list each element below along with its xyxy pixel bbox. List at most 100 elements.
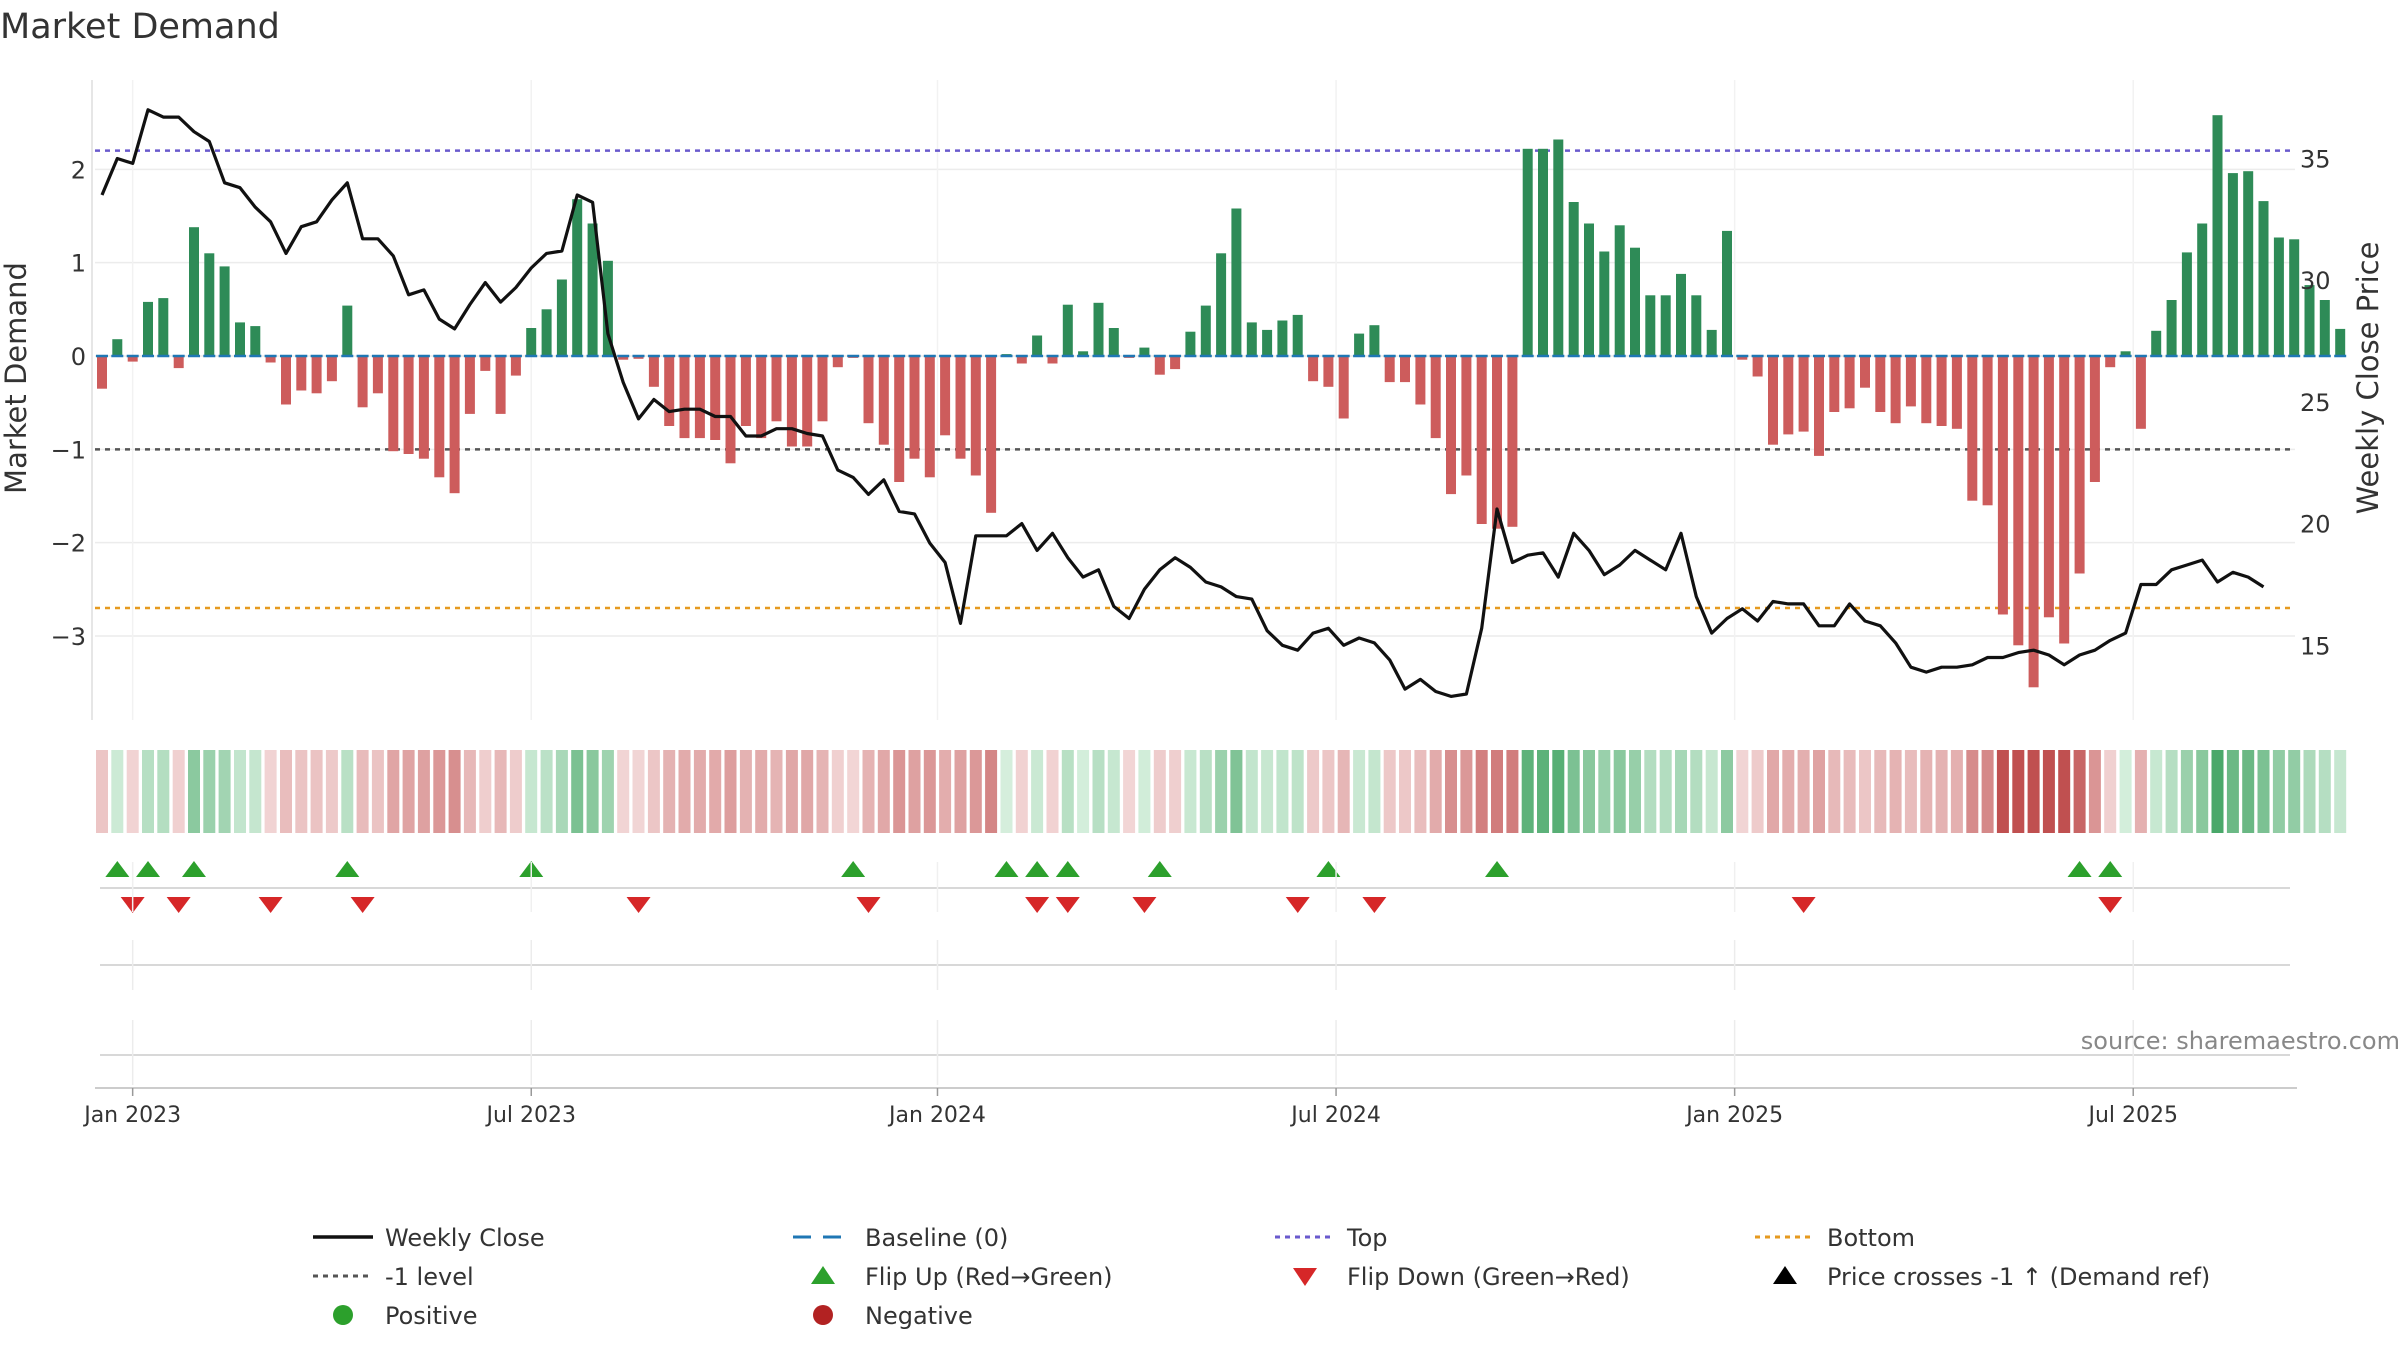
heat-cell — [831, 750, 844, 833]
demand-bar — [2105, 356, 2116, 368]
demand-bar — [2243, 171, 2254, 356]
heat-cell — [1123, 750, 1136, 833]
demand-bar — [97, 356, 107, 389]
heat-cell — [341, 750, 354, 833]
legend-swatch — [1293, 1268, 1317, 1286]
demand-bar — [725, 356, 736, 464]
y-left-tick-label: −3 — [51, 623, 86, 651]
heat-cell — [371, 750, 384, 833]
legend-label: Price crosses -1 ↑ (Demand ref) — [1827, 1263, 2210, 1291]
x-tick-label: Jul 2024 — [1289, 1103, 1381, 1128]
y-right-tick-label: 25 — [2300, 389, 2331, 417]
flip-down-marker — [1025, 897, 1050, 913]
heat-cell — [1015, 750, 1028, 833]
heat-cell — [540, 750, 553, 833]
flip-up-marker — [181, 861, 206, 877]
heat-cell — [1184, 750, 1197, 833]
reference-lines — [95, 149, 2295, 610]
demand-bar — [2043, 356, 2054, 618]
heat-cell — [1904, 750, 1917, 833]
heat-cell — [1230, 750, 1243, 833]
demand-bar — [296, 356, 307, 391]
heat-cell — [647, 750, 660, 833]
demand-bar — [372, 356, 383, 394]
legend-item-baseline: Baseline (0) — [793, 1224, 1008, 1252]
lower-panels — [100, 940, 2290, 1085]
demand-bar — [1430, 356, 1441, 439]
heat-cell — [985, 750, 998, 833]
demand-bar — [1292, 314, 1303, 356]
demand-bar — [526, 328, 537, 356]
flip-down-marker — [1285, 897, 1310, 913]
heat-cell — [1996, 750, 2009, 833]
heat-cell — [1966, 750, 1979, 833]
heat-cell — [96, 750, 108, 833]
heat-cell — [1981, 750, 1994, 833]
flip-up-marker — [841, 861, 866, 877]
demand-bar — [1982, 356, 1993, 506]
demand-bar — [1798, 356, 1809, 432]
heat-cell — [1782, 750, 1795, 833]
flip-down-marker — [856, 897, 881, 913]
demand-bar — [1967, 356, 1978, 501]
demand-heat-strip — [96, 750, 2347, 833]
flip-down-marker — [350, 897, 375, 913]
heat-cell — [663, 750, 676, 833]
heat-cell — [2211, 750, 2224, 833]
source-note: source: sharemaestro.com — [2081, 1027, 2400, 1055]
heat-cell — [2042, 750, 2055, 833]
y-axis-left-label: Market Demand — [0, 262, 33, 494]
flip-up-marker — [105, 861, 130, 877]
demand-bar — [1660, 295, 1671, 356]
demand-bar — [2181, 252, 2192, 356]
legend-item-negative: Negative — [813, 1302, 973, 1330]
heat-cell — [310, 750, 323, 833]
heat-cell — [632, 750, 645, 833]
demand-bar — [1354, 333, 1365, 356]
heat-cell — [2288, 750, 2301, 833]
demand-bar — [1446, 356, 1456, 495]
y-left-tick-label: 2 — [71, 156, 86, 184]
demand-bar — [189, 227, 199, 356]
heat-cell — [2058, 750, 2071, 833]
legend-swatch — [811, 1266, 835, 1284]
y-right-tick-label: 15 — [2300, 632, 2331, 660]
heat-cell — [1874, 750, 1887, 833]
demand-bar — [664, 356, 675, 426]
demand-bar — [817, 356, 828, 422]
demand-bar — [403, 356, 414, 454]
y-axis-right: 35 30 25 20 15 — [2300, 146, 2331, 661]
heat-cell — [1077, 750, 1090, 833]
flip-down-marker — [1791, 897, 1816, 913]
demand-bar — [1538, 148, 1548, 356]
demand-bar — [265, 356, 276, 363]
demand-bar — [1722, 230, 1732, 356]
flip-up-marker — [1055, 861, 1080, 877]
demand-bar — [173, 356, 184, 369]
flip-up-marker — [335, 861, 360, 877]
demand-bar — [1737, 356, 1748, 360]
heat-cell — [816, 750, 829, 833]
heat-cell — [295, 750, 308, 833]
heat-cell — [1383, 750, 1396, 833]
heat-cell — [172, 750, 185, 833]
demand-bar — [955, 356, 966, 459]
demand-bar — [418, 356, 429, 459]
demand-bar — [2258, 201, 2269, 356]
flip-up-marker — [994, 861, 1019, 877]
legend-item-positive: Positive — [333, 1302, 478, 1330]
heat-cell — [1613, 750, 1626, 833]
demand-bar — [2319, 300, 2330, 356]
heat-cell — [1721, 750, 1733, 833]
demand-bar — [2135, 356, 2146, 429]
heat-cell — [2303, 750, 2316, 833]
demand-bar — [1507, 356, 1518, 527]
heat-cell — [417, 750, 430, 833]
demand-bar — [878, 356, 889, 445]
demand-bar — [986, 356, 997, 513]
heat-cell — [325, 750, 338, 833]
legend-label: Positive — [385, 1302, 478, 1330]
heat-cell — [2073, 750, 2086, 833]
heat-cell — [1353, 750, 1366, 833]
demand-bar — [572, 199, 583, 356]
